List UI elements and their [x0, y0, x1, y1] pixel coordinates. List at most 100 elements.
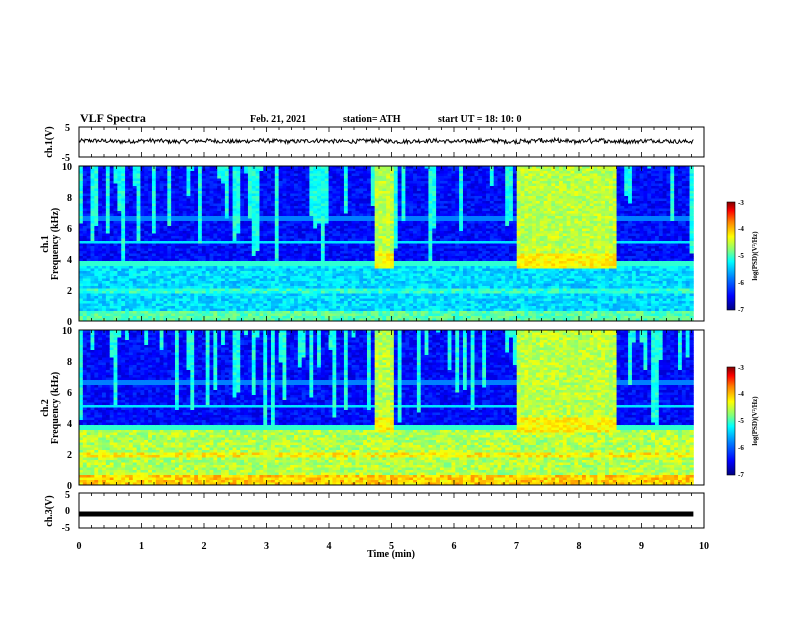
spectrogram-cell [283, 286, 287, 289]
spectrogram-cell [175, 186, 179, 189]
spectrogram-cell [271, 296, 275, 299]
spectrogram-cell [183, 229, 187, 232]
spectrogram-cell [210, 261, 214, 264]
spectrogram-cell [321, 251, 325, 254]
spectrogram-cell [259, 276, 263, 279]
spectrogram-cell [210, 191, 214, 194]
spectrogram-cell [129, 314, 133, 317]
spectrogram-cell [348, 214, 352, 217]
spectrogram-cell [221, 219, 225, 222]
spectrogram-cell [275, 169, 279, 172]
spectrogram-cell [187, 259, 191, 262]
spectrogram-cell [110, 221, 114, 224]
spectrogram-cell [140, 311, 144, 314]
spectrogram-cell [256, 236, 260, 239]
spectrogram-cell [336, 181, 340, 184]
spectrogram-cell [160, 251, 164, 254]
spectrogram-cell [298, 301, 302, 304]
spectrogram-cell [367, 251, 371, 254]
spectrogram-cell [363, 179, 367, 182]
spectrogram-cell [375, 241, 379, 244]
spectrogram-cell [321, 304, 325, 307]
spectrogram-cell [121, 284, 125, 287]
spectrogram-cell [129, 174, 133, 177]
spectrogram-cell [233, 191, 237, 194]
spectrogram-cell [179, 189, 183, 192]
spectrogram-cell [206, 304, 210, 307]
spectrogram-cell [259, 289, 263, 292]
spectrogram-cell [332, 234, 336, 237]
spectrogram-cell [144, 216, 148, 219]
spectrogram-cell [290, 169, 294, 172]
spectrogram-cell [102, 176, 106, 179]
spectrogram-cell [379, 196, 383, 199]
spectrogram-cell [83, 296, 87, 299]
spectrogram-cell [79, 291, 83, 294]
spectrogram-cell [336, 221, 340, 224]
spectrogram-cell [217, 189, 221, 192]
spectrogram-cell [363, 299, 367, 302]
spectrogram-cell [298, 234, 302, 237]
spectrogram-cell [340, 246, 344, 249]
spectrogram-cell [171, 221, 175, 224]
spectrogram-cell [267, 169, 271, 172]
spectrogram-cell [148, 291, 152, 294]
spectrogram-cell [240, 169, 244, 172]
spectrogram-cell [133, 274, 137, 277]
spectrogram-cell [91, 249, 95, 252]
spectrogram-cell [309, 314, 313, 317]
spectrogram-cell [117, 174, 121, 177]
spectrogram-cell [187, 241, 191, 244]
spectrogram-cell [259, 254, 263, 257]
spectrogram-cell [340, 241, 344, 244]
spectrogram-cell [313, 271, 317, 274]
spectrogram-cell [156, 254, 160, 257]
spectrogram-cell [213, 249, 217, 252]
spectrogram-cell [183, 184, 187, 187]
spectrogram-cell [317, 221, 321, 224]
spectrogram-cell [240, 216, 244, 219]
spectrogram-cell [236, 171, 240, 174]
spectrogram-cell [206, 179, 210, 182]
ch1-spectrogram-image [79, 166, 694, 321]
spectrogram-cell [279, 299, 283, 302]
spectrogram-cell [202, 244, 206, 247]
spectrogram-cell [198, 176, 202, 179]
spectrogram-cell [183, 214, 187, 217]
spectrogram-cell [94, 204, 98, 207]
spectrogram-cell [121, 306, 125, 309]
spectrogram-cell [225, 196, 229, 199]
spectrogram-cell [190, 204, 194, 207]
spectrogram-cell [187, 244, 191, 247]
spectrogram-cell [144, 311, 148, 314]
spectrogram-cell [140, 231, 144, 234]
spectrogram-cell [294, 239, 298, 242]
spectrogram-cell [110, 204, 114, 207]
spectrogram-cell [137, 171, 141, 174]
spectrogram-cell [283, 299, 287, 302]
spectrogram-cell [302, 309, 306, 312]
spectrogram-cell [167, 229, 171, 232]
spectrogram-cell [137, 296, 141, 299]
spectrogram-cell [102, 294, 106, 297]
spectrogram-cell [283, 276, 287, 279]
spectrogram-cell [114, 209, 118, 212]
spectrogram-cell [163, 259, 167, 262]
spectrogram-cell [129, 249, 133, 252]
spectrogram-cell [83, 221, 87, 224]
spectrogram-cell [321, 224, 325, 227]
spectrogram-cell [102, 246, 106, 249]
spectrogram-cell [363, 241, 367, 244]
spectrogram-cell [140, 266, 144, 269]
spectrogram-cell [233, 189, 237, 192]
spectrogram-cell [329, 196, 333, 199]
spectrogram-cell [137, 189, 141, 192]
spectrogram-cell [283, 294, 287, 297]
spectrogram-cell [98, 244, 102, 247]
spectrogram-cell [114, 241, 118, 244]
spectrogram-cell [83, 201, 87, 204]
spectrogram-cell [148, 209, 152, 212]
spectrogram-cell [106, 221, 110, 224]
spectrogram-cell [87, 266, 91, 269]
spectrogram-cell [236, 306, 240, 309]
